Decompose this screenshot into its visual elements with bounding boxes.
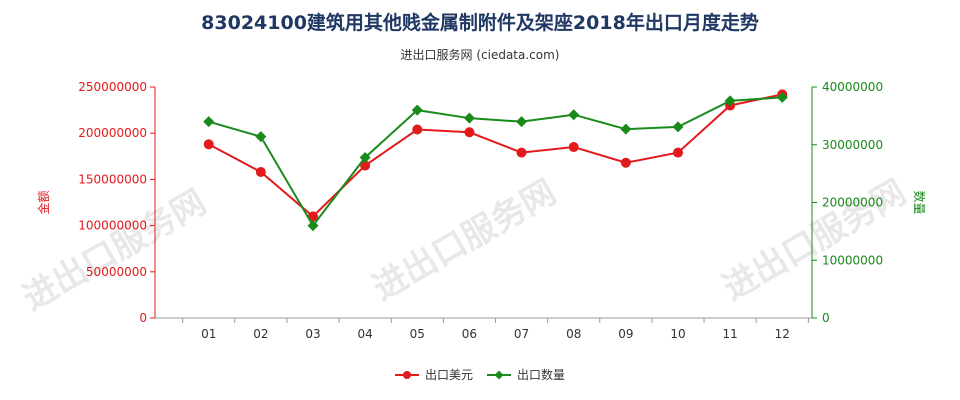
right-tick-label: 10000000 <box>822 253 883 267</box>
left-tick-label: 50000000 <box>86 265 147 279</box>
data-point-right <box>203 116 215 128</box>
chart-title: 83024100建筑用其他贱金属制附件及架座2018年出口月度走势 <box>201 12 759 34</box>
x-tick-label: 12 <box>775 327 790 341</box>
legend-label: 出口数量 <box>517 367 565 382</box>
data-point-right <box>724 95 736 107</box>
data-point-left <box>360 160 371 171</box>
left-tick-label: 250000000 <box>78 80 147 94</box>
watermark-text: 进出口服务网 <box>716 172 913 309</box>
data-point-right <box>411 104 423 116</box>
right-tick-label: 40000000 <box>822 80 883 94</box>
data-point-left <box>620 157 631 168</box>
data-point-left <box>672 147 683 158</box>
series-line-right <box>208 96 783 228</box>
x-tick-label: 07 <box>514 327 529 341</box>
series-line-left <box>208 93 783 218</box>
x-tick-label: 03 <box>305 327 320 341</box>
y-right-axis-title: 数量 <box>912 190 927 214</box>
x-tick-label: 09 <box>618 327 633 341</box>
right-tick-label: 20000000 <box>822 196 883 210</box>
x-tick-label: 04 <box>357 327 372 341</box>
y-left-axis-title: 金额 <box>36 190 51 214</box>
data-point-right <box>516 116 528 128</box>
data-point-right <box>463 112 475 124</box>
data-point-right <box>672 121 684 133</box>
x-tick-label: 05 <box>410 327 425 341</box>
legend-swatch-marker <box>403 371 411 379</box>
right-tick-label: 30000000 <box>822 138 883 152</box>
data-point-right <box>359 151 371 163</box>
left-tick-label: 200000000 <box>78 126 147 140</box>
data-point-right <box>255 131 267 143</box>
data-point-left <box>568 142 579 153</box>
data-point-left <box>255 167 266 178</box>
left-tick-label: 150000000 <box>78 172 147 186</box>
left-tick-label: 0 <box>139 311 147 325</box>
x-tick-label: 01 <box>201 327 216 341</box>
data-point-right <box>307 220 319 232</box>
data-point-right <box>776 91 788 103</box>
data-point-left <box>203 139 214 150</box>
x-tick-label: 08 <box>566 327 581 341</box>
legend-swatch-marker <box>494 370 504 380</box>
data-point-left <box>307 211 318 222</box>
x-tick-label: 11 <box>722 327 737 341</box>
left-tick-label: 100000000 <box>78 219 147 233</box>
x-tick-label: 02 <box>253 327 268 341</box>
legend-label: 出口美元 <box>425 368 473 382</box>
data-point-left <box>516 147 527 158</box>
x-tick-label: 06 <box>462 327 477 341</box>
x-tick-label: 10 <box>670 327 685 341</box>
data-point-right <box>568 109 580 121</box>
data-point-left <box>464 127 475 138</box>
data-point-left <box>412 124 423 135</box>
watermark-text: 进出口服务网 <box>366 172 563 309</box>
right-tick-label: 0 <box>822 311 830 325</box>
data-point-right <box>620 123 632 135</box>
chart-subtitle: 进出口服务网 (ciedata.com) <box>400 48 560 62</box>
